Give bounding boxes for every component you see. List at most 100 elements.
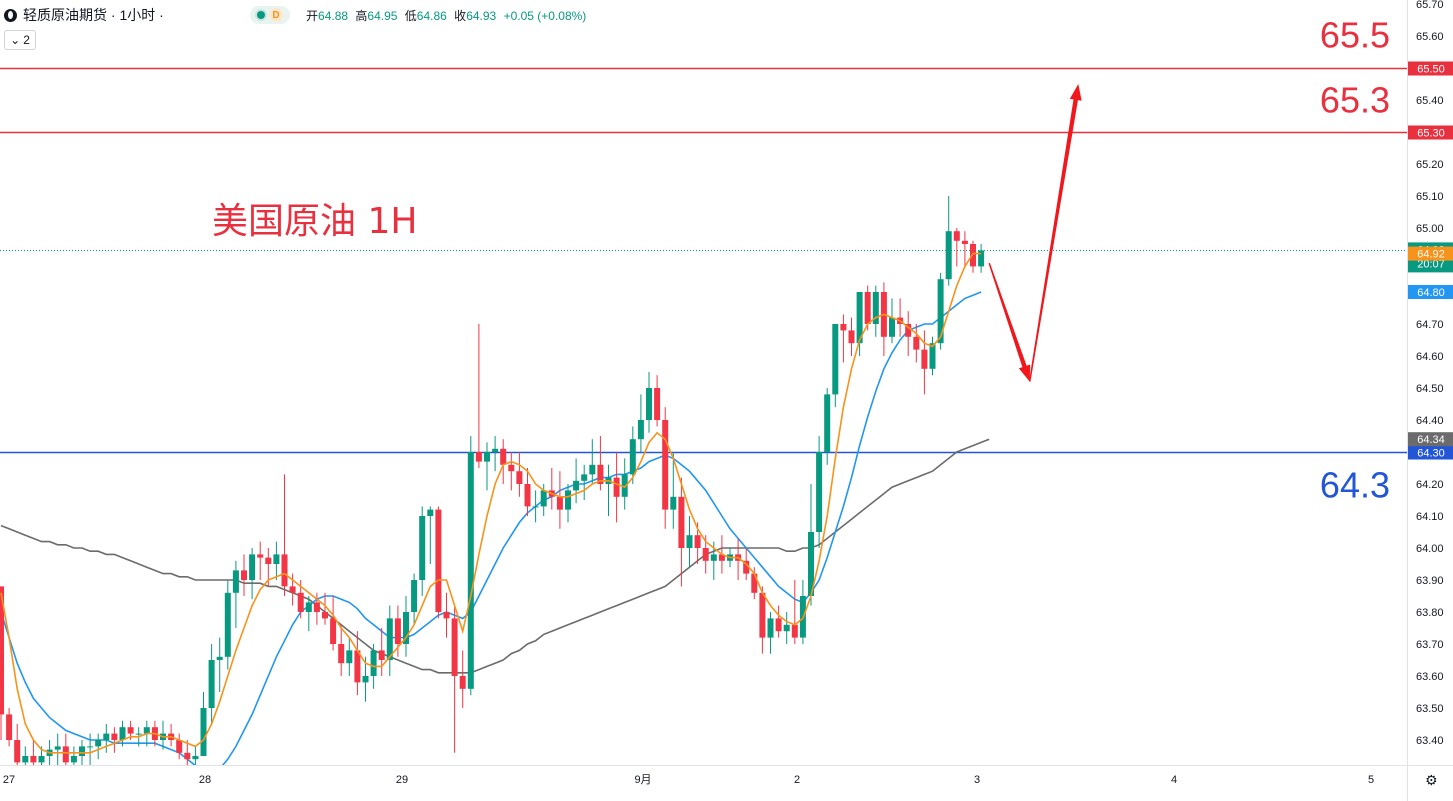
candle-body [427,509,434,516]
candle-body [791,624,798,638]
candle-body [475,452,482,462]
candle-body [22,756,29,763]
settings-gear-icon[interactable]: ⚙ [1425,772,1438,788]
y-tick-label: 63.80 [1416,607,1444,619]
candle-body [524,484,531,507]
market-open-dot-icon [257,11,265,19]
candle-body [816,452,823,532]
indicator-toggle-button[interactable]: ⌄ 2 [4,30,36,50]
y-tick-label: 64.70 [1416,319,1444,331]
chevron-down-icon: ⌄ [10,33,21,47]
candle-body [322,612,328,619]
ohlc-high-label: 高 [355,9,368,23]
candle-body [872,292,879,324]
y-tick-label: 65.10 [1416,191,1444,203]
candle-body [241,570,247,580]
candle-body [621,474,628,497]
candle-body [362,676,369,683]
candle-body [224,592,231,657]
symbol-header[interactable]: 轻质原油期货 · 1小时 · [4,5,164,25]
level-price-tag [1408,61,1453,76]
ma-slow-line [0,438,990,674]
candle-body [30,756,37,763]
candle-body [297,592,304,612]
candle-body [370,650,377,676]
candle-body [378,650,385,660]
candle-body [840,324,847,331]
x-tick-label: 3 [974,774,980,786]
candle-body [508,464,515,472]
candle-body [970,244,976,267]
candle-body [143,727,150,734]
ohlc-change: +0.05 (+0.08%) [503,9,587,23]
y-tick-label: 64.00 [1416,543,1444,555]
y-tick-label: 65.20 [1416,159,1444,171]
ohlc-close-value: 64.93 [466,9,497,23]
y-tick-label: 65.40 [1416,95,1444,107]
candle-body [913,336,920,350]
candle-body [216,656,223,660]
candle-body [127,727,134,734]
candle-body [111,733,118,740]
candle-body [208,660,215,708]
market-status-badge[interactable]: D [250,6,290,24]
level-price-tag [1408,125,1453,140]
arrow-head [1069,84,1082,101]
candle-body [978,250,985,267]
candle-body [249,554,256,580]
x-tick-label: 29 [396,774,408,786]
x-tick-label: 28 [199,774,211,786]
indicator-count: 2 [23,33,30,47]
candle-body [411,580,418,612]
candle-body [281,554,288,587]
candle-body [103,733,110,740]
candle-body [484,452,490,462]
candle-body [670,496,677,510]
candle-body [573,480,580,491]
candle-body [135,733,142,735]
ohlc-legend: 开64.88 高64.95 低64.86 收64.93 +0.05 (+0.08… [306,7,590,24]
x-tick-label: 2 [794,774,800,786]
candle-body [686,535,693,548]
arrow-shaft [988,262,1027,368]
candle-body [354,650,361,683]
price-tag [1408,432,1453,447]
price-tag-text: 64.34 [1417,434,1445,446]
oil-drop-icon [4,8,17,22]
y-tick-label: 64.40 [1416,415,1444,427]
level-price-tag [1408,445,1453,460]
ohlc-low-label: 低 [404,9,417,23]
candle-body [265,557,272,564]
candle-body [718,554,725,561]
candle-body [629,439,636,475]
candle-body [435,509,442,612]
ohlc-open-label: 开 [306,9,319,23]
y-tick-label: 65.70 [1416,0,1444,11]
arrow-head [1018,364,1031,382]
price-tag [1408,285,1453,299]
candle-body [824,394,831,452]
candle-body [200,708,207,756]
candle-body [232,570,239,593]
y-tick-label: 64.20 [1416,479,1444,491]
candle-body [70,756,77,763]
candle-body [921,349,928,369]
price-tag-text: 64.80 [1417,287,1445,299]
candle-body [6,714,13,740]
candle-body [0,586,4,715]
candle-body [289,586,296,593]
candle-body [459,676,466,689]
y-tick-label: 63.60 [1416,671,1444,683]
candle-body [79,746,85,756]
candle-body [767,618,774,638]
candle-body [613,477,620,497]
candle-body [419,516,426,580]
y-tick-label: 63.50 [1416,703,1444,715]
symbol-title[interactable]: 轻质原油期货 · 1小时 · [23,7,164,23]
candle-body [743,560,750,574]
candle-body [751,573,758,593]
candle-body [710,554,717,561]
candle-body [808,532,814,596]
